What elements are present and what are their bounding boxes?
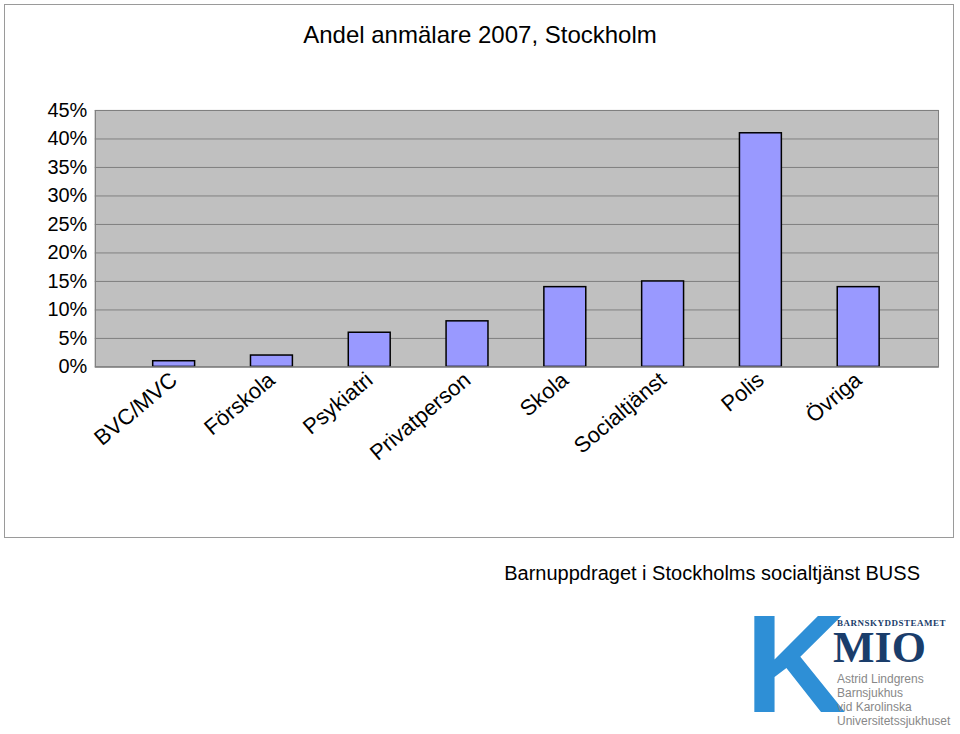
html-text:Barnsjukhus: Barnsjukhus [837,686,903,700]
svg-text:Privatperson: Privatperson [365,367,475,465]
svg-text:35%: 35% [47,156,87,178]
html-text:Universitetssjukhuset: Universitetssjukhuset [837,714,951,728]
html-text:BARNSKYDDSTEAMET: BARNSKYDDSTEAMET [837,618,946,628]
svg-text:5%: 5% [59,327,88,349]
svg-text:15%: 15% [47,270,87,292]
svg-text:25%: 25% [47,213,87,235]
svg-text:Polis: Polis [716,367,769,417]
svg-text:Förskola: Förskola [199,366,280,440]
svg-text:Socialtjänst: Socialtjänst [569,367,671,458]
svg-text:30%: 30% [47,184,87,206]
html-text:Andel anmälare 2007, Stockholm: Andel anmälare 2007, Stockholm [303,21,657,48]
svg-text:40%: 40% [47,127,87,149]
html-text:Barnuppdraget i Stockholms soc: Barnuppdraget i Stockholms socialtjänst … [504,562,920,584]
svg-text:10%: 10% [47,298,87,320]
html-text:Astrid Lindgrens: Astrid Lindgrens [837,672,924,686]
svg-text:0%: 0% [59,355,88,377]
svg-text:Övriga: Övriga [801,366,867,427]
svg-text:Skola: Skola [515,366,574,421]
html-text:vid Karolinska: vid Karolinska [837,700,912,714]
svg-text:BVC/MVC: BVC/MVC [89,367,182,450]
svg-text:Psykiatri: Psykiatri [298,367,378,439]
svg-text:20%: 20% [47,241,87,263]
html-text:MIO: MIO [833,623,926,672]
svg-text:45%: 45% [47,100,87,121]
